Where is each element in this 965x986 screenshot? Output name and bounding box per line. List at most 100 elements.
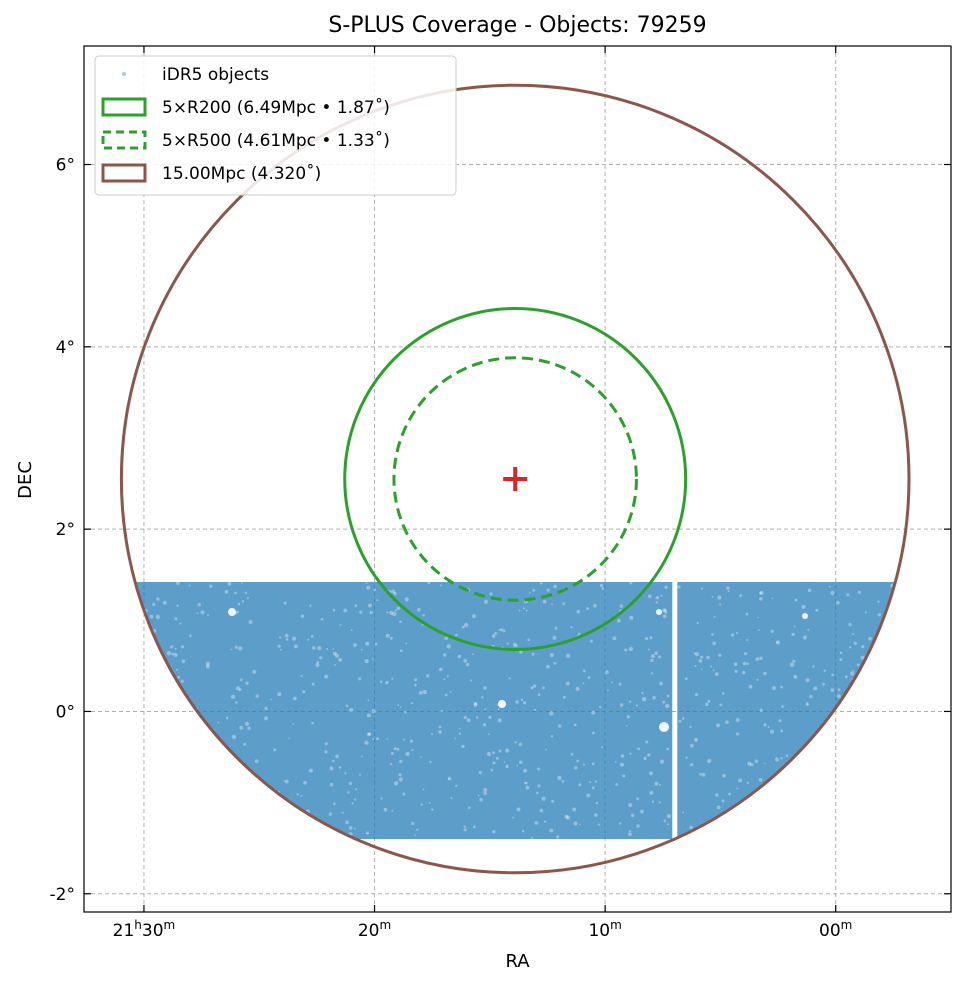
object-gap-speck bbox=[857, 590, 861, 595]
legend-swatch bbox=[101, 97, 147, 117]
object-gap-speck bbox=[830, 688, 835, 692]
object-gap-speck bbox=[398, 773, 402, 777]
object-gap-speck bbox=[575, 686, 580, 691]
object-gap-speck bbox=[355, 788, 358, 791]
object-gap-speck bbox=[391, 809, 394, 812]
object-gap-speck bbox=[180, 679, 184, 683]
object-gap-speck bbox=[372, 658, 375, 660]
object-gap-speck bbox=[649, 636, 653, 640]
object-gap-speck bbox=[565, 681, 570, 686]
object-gap-speck bbox=[522, 607, 525, 610]
object-gap-speck bbox=[648, 648, 650, 651]
object-gap-speck bbox=[292, 636, 297, 641]
object-gap-speck bbox=[280, 648, 282, 651]
object-gap-speck bbox=[715, 793, 719, 797]
object-gap-speck bbox=[776, 641, 779, 644]
object-gap-speck bbox=[664, 585, 668, 590]
object-gap-speck bbox=[310, 634, 314, 638]
object-gap-speck bbox=[778, 719, 782, 723]
object-gap-speck bbox=[635, 704, 639, 707]
object-gap-speck bbox=[746, 781, 749, 784]
object-gap-speck bbox=[615, 783, 619, 786]
object-gap-speck bbox=[629, 581, 633, 585]
object-gap-speck bbox=[283, 601, 287, 605]
object-gap-speck bbox=[654, 781, 659, 786]
object-gap-speck bbox=[641, 691, 644, 695]
object-gap-speck bbox=[440, 709, 444, 713]
object-gap-speck bbox=[438, 725, 442, 729]
object-gap-speck bbox=[263, 716, 269, 721]
object-gap-speck bbox=[181, 659, 186, 663]
object-gap-speck bbox=[716, 723, 721, 728]
object-gap-speck bbox=[594, 780, 597, 783]
legend-label: 15.00Mpc (4.320˚) bbox=[162, 163, 321, 184]
object-gap-speck bbox=[662, 614, 667, 619]
center-marker bbox=[503, 467, 528, 491]
object-gap-speck bbox=[364, 659, 369, 664]
object-gap-speck bbox=[690, 763, 694, 767]
object-gap-speck bbox=[813, 686, 818, 691]
object-gap-speck bbox=[552, 635, 557, 640]
object-gap-speck bbox=[499, 628, 504, 632]
object-gap-speck bbox=[241, 600, 245, 603]
object-gap-speck bbox=[734, 669, 738, 673]
object-gap-speck bbox=[527, 638, 530, 642]
object-gap-speck bbox=[420, 756, 423, 758]
object-gap-speck bbox=[763, 671, 767, 676]
object-gap-speck bbox=[730, 633, 735, 637]
object-gap-speck bbox=[483, 791, 487, 795]
object-gap-speck bbox=[647, 753, 651, 757]
object-gap-speck bbox=[255, 694, 259, 698]
object-gap-speck bbox=[677, 585, 681, 589]
object-gap-speck bbox=[663, 819, 667, 823]
object-gap-speck bbox=[694, 737, 698, 742]
object-gap-speck bbox=[521, 830, 525, 833]
object-gap-speck bbox=[532, 588, 536, 592]
y-tick-label: -2° bbox=[50, 885, 75, 905]
object-gap-speck bbox=[549, 652, 555, 658]
object-gap-speck bbox=[235, 686, 240, 691]
object-gap-speck bbox=[549, 711, 554, 716]
object-gap-speck bbox=[643, 756, 647, 760]
object-gap-speck bbox=[458, 727, 461, 730]
object-gap-speck bbox=[365, 641, 370, 646]
object-gap-speck bbox=[598, 705, 602, 709]
object-gap-speck bbox=[650, 672, 654, 675]
object-gap-speck bbox=[444, 636, 449, 640]
object-gap-speck bbox=[689, 725, 692, 729]
object-gap-speck bbox=[411, 821, 415, 826]
object-gap-speck bbox=[479, 797, 483, 802]
object-gap-speck bbox=[699, 772, 702, 776]
legend-label: 5×R200 (6.49Mpc • 1.87˚) bbox=[162, 97, 390, 118]
object-gap-speck bbox=[589, 781, 592, 784]
object-gap-speck bbox=[551, 799, 555, 803]
object-gap-speck bbox=[839, 658, 843, 662]
object-gap-speck bbox=[404, 710, 407, 714]
object-gap-speck bbox=[864, 611, 868, 614]
object-gap-speck bbox=[736, 732, 740, 736]
object-gap-speck bbox=[427, 581, 431, 585]
object-gap-speck bbox=[343, 608, 348, 613]
object-void bbox=[656, 609, 662, 615]
object-gap-speck bbox=[351, 802, 354, 805]
object-gap-speck bbox=[749, 762, 754, 767]
object-gap-speck bbox=[389, 610, 394, 615]
object-gap-speck bbox=[405, 751, 410, 757]
object-gap-speck bbox=[396, 747, 400, 751]
object-gap-speck bbox=[359, 773, 361, 776]
object-gap-speck bbox=[830, 590, 835, 596]
object-gap-speck bbox=[373, 588, 377, 592]
object-gap-speck bbox=[399, 759, 403, 764]
object-gap-speck bbox=[361, 755, 363, 758]
object-gap-speck bbox=[529, 591, 531, 594]
object-gap-speck bbox=[557, 775, 562, 781]
object-gap-speck bbox=[614, 761, 617, 763]
object-gap-speck bbox=[171, 652, 175, 656]
object-gap-speck bbox=[546, 664, 550, 669]
object-gap-speck bbox=[341, 811, 344, 814]
object-gap-speck bbox=[805, 702, 809, 705]
object-gap-speck bbox=[780, 685, 783, 689]
object-gap-speck bbox=[444, 693, 448, 697]
object-gap-speck bbox=[492, 830, 496, 834]
object-gap-speck bbox=[712, 641, 717, 646]
